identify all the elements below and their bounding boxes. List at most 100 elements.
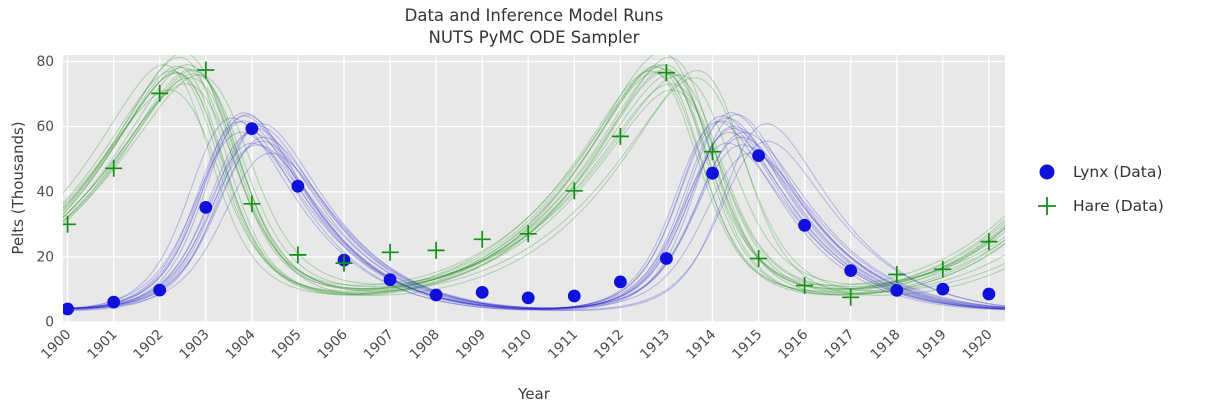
model-run-lynx: [63, 114, 1005, 311]
lynx-data-point: [245, 122, 259, 135]
hare-data-point: [611, 127, 629, 145]
hare-data-point: [796, 277, 814, 294]
hare-data-point: [934, 260, 952, 278]
legend-item-lynx: Lynx (Data): [1032, 160, 1164, 184]
hare-data-point: [105, 159, 123, 177]
model-run-lynx: [63, 131, 1005, 310]
model-run-hare: [63, 83, 1005, 290]
y-tick-label: 40: [36, 184, 54, 200]
chart-title-line2: NUTS PyMC ODE Sampler: [428, 28, 640, 47]
y-tick-label: 60: [36, 119, 54, 135]
model-run-hare: [63, 70, 1005, 292]
x-tick-label: 1915: [729, 327, 765, 363]
model-run-hare: [63, 66, 1005, 286]
lynx-data-point: [63, 302, 74, 316]
lynx-data-point: [521, 291, 535, 305]
x-tick-label: 1908: [407, 327, 443, 363]
y-axis-label: Pelts (Thousands): [9, 121, 27, 255]
model-run-lynx: [63, 123, 1005, 312]
legend-lynx-dot: [1039, 164, 1055, 180]
hare-data-point: [519, 225, 537, 243]
hare-data-point: [289, 246, 307, 264]
x-tick-label: 1904: [223, 327, 259, 363]
x-tick-label: 1917: [821, 327, 857, 363]
lynx-data-point: [982, 287, 996, 301]
y-tick-label: 0: [45, 315, 54, 331]
hare-data-point: [888, 266, 906, 283]
model-run-hare: [63, 55, 1005, 290]
hare-data-point: [980, 233, 998, 251]
hare-data-point: [381, 243, 399, 261]
x-tick-label: 1910: [499, 327, 535, 363]
lynx-data-point: [706, 166, 719, 180]
x-tick-label: 1906: [315, 327, 351, 363]
chart-title-line1: Data and Inference Model Runs: [404, 6, 664, 25]
model-run-hare: [63, 77, 1005, 292]
model-run-lynx: [63, 136, 1005, 309]
legend-hare-plus: [1038, 197, 1056, 215]
lynx-data-point: [153, 283, 167, 297]
hare-data-point: [842, 288, 860, 306]
model-run-hare: [63, 64, 1005, 291]
x-tick-label: 1918: [867, 327, 903, 363]
model-run-hare: [63, 73, 1005, 288]
model-run-lynx: [63, 112, 1005, 310]
x-tick-label: 1914: [683, 327, 719, 363]
legend: Lynx (Data) Hare (Data): [1032, 160, 1164, 228]
legend-item-hare: Hare (Data): [1032, 194, 1164, 218]
model-run-lynx: [63, 125, 1005, 309]
hare-data-point: [565, 182, 583, 200]
model-run-lynx: [63, 152, 1005, 309]
model-run-hare: [63, 68, 1005, 290]
lynx-data-point: [660, 252, 673, 265]
x-tick-label: 1919: [913, 327, 949, 363]
lynx-data-point: [429, 288, 443, 302]
hare-data-point: [63, 215, 77, 233]
hare-data-point: [197, 61, 215, 79]
x-tick-label: 1920: [960, 327, 996, 363]
lynx-data-point: [475, 286, 489, 299]
hare-plus-marker-icon: [1038, 197, 1056, 215]
y-tick-label: 20: [36, 249, 54, 265]
lynx-data-point: [890, 284, 904, 297]
model-run-lynx: [63, 127, 1005, 310]
x-axis-label: Year: [518, 385, 550, 403]
hare-data-point: [151, 84, 169, 102]
model-run-hare: [63, 56, 1005, 295]
legend-label-lynx: Lynx (Data): [1073, 163, 1163, 181]
model-run-lynx: [63, 144, 1005, 309]
lynx-data-point: [199, 201, 213, 214]
lynx-data-point: [936, 282, 950, 296]
x-tick-label: 1901: [84, 327, 120, 363]
legend-label-hare: Hare (Data): [1073, 197, 1164, 215]
model-run-hare: [63, 74, 1005, 285]
x-tick-label: 1913: [637, 327, 673, 363]
model-run-hare: [63, 72, 1005, 296]
x-tick-label: 1912: [591, 327, 627, 363]
lynx-data-point: [383, 273, 397, 287]
plot-background: [63, 55, 1005, 322]
lynx-data-point: [107, 295, 121, 309]
model-run-hare: [63, 64, 1005, 295]
hare-data-point: [335, 254, 353, 272]
hare-data-point: [657, 64, 675, 82]
y-tick-label: 80: [36, 54, 54, 70]
hare-data-point: [427, 241, 445, 259]
hare-data-point: [750, 250, 768, 267]
lynx-data-point: [844, 264, 858, 277]
x-tick-label: 1907: [361, 327, 397, 363]
hare-data-point: [243, 195, 261, 213]
x-tick-label: 1909: [453, 327, 489, 363]
x-tick-label: 1905: [269, 327, 305, 363]
lynx-data-point: [291, 179, 305, 193]
model-run-hare: [63, 65, 1005, 295]
lynx-data-point: [798, 218, 811, 232]
model-run-hare: [63, 69, 1005, 296]
lynx-data-point: [614, 275, 627, 289]
x-tick-label: 1900: [38, 327, 74, 363]
hare-data-point: [704, 143, 721, 161]
lynx-data-point: [567, 289, 581, 303]
model-run-lynx: [63, 140, 1005, 311]
